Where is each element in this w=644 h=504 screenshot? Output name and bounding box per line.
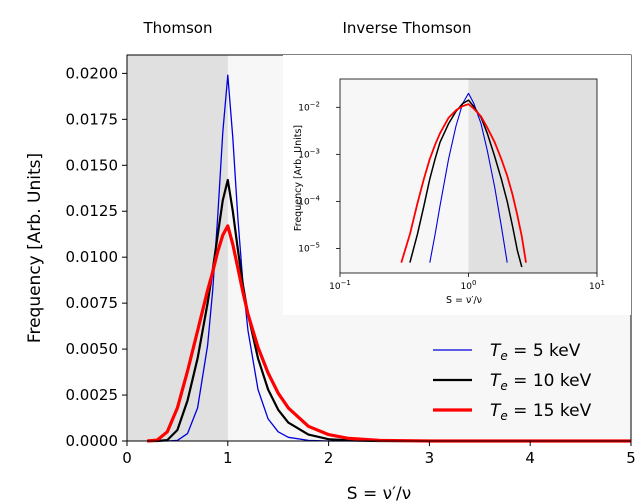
inset-series-line-3 [400,103,527,263]
x-tick-label: 1 [223,449,233,467]
inset-y-tick-label: 10−5 [298,241,320,254]
inset-x-axis-label: S = ν′/ν [446,295,482,306]
series-line-2 [147,178,631,443]
inset-x-tick-label: 100 [461,279,477,292]
x-tick-label: 2 [324,449,334,467]
legend-label-2: Te = 10 keV [490,371,592,393]
y-tick-label: 0.0150 [66,156,119,174]
y-tick-label: 0.0050 [66,340,119,358]
inset-x-tick-label: 101 [589,279,605,292]
region-label-thomson: Thomson [143,19,213,37]
thomson-shaded-region [127,55,228,441]
x-tick-label: 5 [626,449,636,467]
y-tick-label: 0.0000 [66,432,119,450]
y-tick-label: 0.0075 [66,294,119,312]
series-line-3 [147,224,631,443]
region-label-inverse-thomson: Inverse Thomson [343,19,472,37]
inset-x-tick-label: 10−1 [329,279,351,292]
legend-label-3: Te = 15 keV [490,401,592,423]
y-tick-label: 0.0025 [66,386,119,404]
inset-y-tick-label: 10−3 [298,147,320,160]
x-tick-label: 3 [425,449,435,467]
inset-y-tick-label: 10−4 [298,194,320,207]
x-tick-label: 0 [122,449,132,467]
y-axis-label: Frequency [Arb. Units] [25,153,45,343]
inset-y-tick-label: 10−2 [298,100,320,113]
y-tick-label: 0.0100 [66,248,119,266]
inset-series-line-2 [409,99,523,268]
y-tick-label: 0.0125 [66,202,119,220]
inset-y-axis-label: Frequency [Arb. Units] [293,125,304,231]
legend: Te = 5 keV Te = 10 keV Te = 15 keV [433,341,592,423]
inset-series-line-1 [429,92,508,263]
x-tick-label: 4 [525,449,535,467]
y-tick-label: 0.0175 [66,110,119,128]
y-tick-label: 0.0200 [66,64,119,82]
inverse-thomson-shaded-region [468,79,597,273]
legend-label-1: Te = 5 keV [490,341,581,363]
x-axis-label: S = ν′/ν [347,484,411,504]
